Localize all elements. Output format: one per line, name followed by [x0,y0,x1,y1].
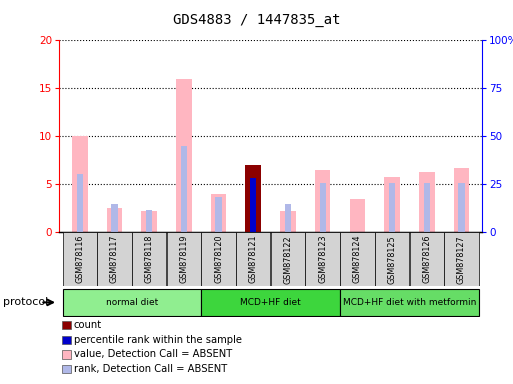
Text: GSM878118: GSM878118 [145,235,154,283]
Text: GSM878126: GSM878126 [422,235,431,283]
Bar [76,174,83,232]
Bar [453,168,469,232]
Bar [375,232,409,286]
Bar [340,232,374,286]
Text: GSM878119: GSM878119 [180,235,188,283]
Bar [176,79,192,232]
Text: protocol: protocol [3,297,48,308]
Bar [132,232,166,286]
Text: value, Detection Call = ABSENT: value, Detection Call = ABSENT [74,349,232,359]
Bar [444,232,479,286]
Text: rank, Detection Call = ABSENT: rank, Detection Call = ABSENT [74,364,227,374]
Text: GSM878125: GSM878125 [387,235,397,283]
Bar [107,208,122,232]
Text: count: count [74,320,102,330]
Bar [72,136,88,232]
Bar [250,177,256,232]
Bar [245,165,261,232]
Text: MCD+HF diet with metformin: MCD+HF diet with metformin [343,298,476,307]
Bar [409,232,444,286]
Bar [424,184,430,232]
Text: GSM878121: GSM878121 [249,235,258,283]
Bar [211,194,226,232]
Bar [285,204,291,232]
Bar [215,197,222,232]
Bar [111,204,117,232]
Bar [349,199,365,232]
Bar [305,232,340,286]
Bar [142,211,157,232]
Bar [202,289,340,316]
Bar [315,170,330,232]
Bar [271,232,305,286]
Text: percentile rank within the sample: percentile rank within the sample [74,335,242,345]
Text: GSM878116: GSM878116 [75,235,84,283]
Bar [97,232,132,286]
Bar [419,172,435,232]
Text: GSM878124: GSM878124 [353,235,362,283]
Text: GSM878122: GSM878122 [284,235,292,283]
Bar [63,289,201,316]
Bar [181,146,187,232]
Bar [384,177,400,232]
Text: MCD+HF diet: MCD+HF diet [240,298,301,307]
Text: GSM878127: GSM878127 [457,235,466,283]
Bar [340,289,479,316]
Bar [63,232,97,286]
Bar [458,184,465,232]
Bar [167,232,201,286]
Text: GSM878117: GSM878117 [110,235,119,283]
Bar [146,210,152,232]
Bar [280,211,296,232]
Bar [320,184,326,232]
Text: GSM878120: GSM878120 [214,235,223,283]
Bar [389,184,395,232]
Text: normal diet: normal diet [106,298,158,307]
Bar [236,232,270,286]
Text: GDS4883 / 1447835_at: GDS4883 / 1447835_at [173,13,340,27]
Bar [202,232,236,286]
Text: GSM878123: GSM878123 [318,235,327,283]
